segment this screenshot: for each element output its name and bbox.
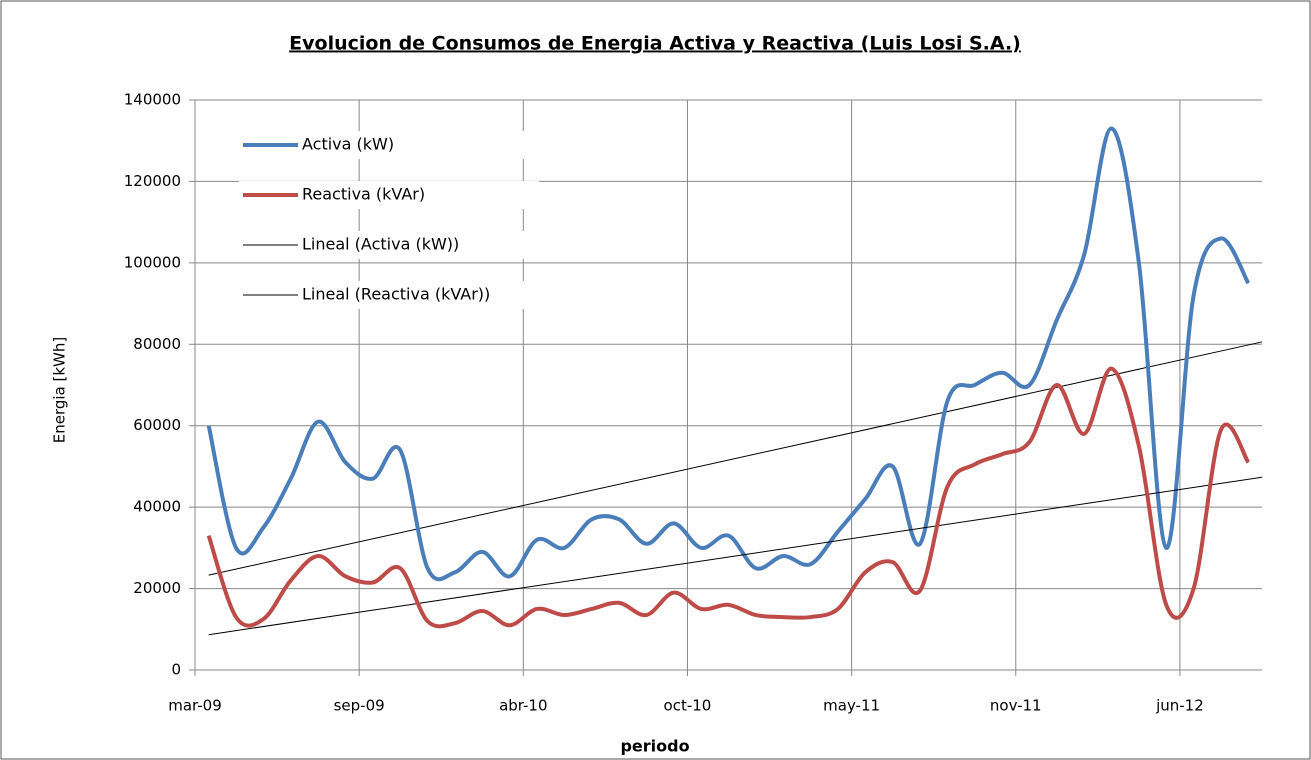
- x-tick-label: jun-12: [1155, 697, 1204, 715]
- y-tick-label: 100000: [124, 253, 181, 271]
- y-tick-label: 80000: [133, 335, 181, 353]
- legend-label: Lineal (Reactiva (kVAr)): [302, 285, 490, 304]
- chart-title: Evolucion de Consumos de Energia Activa …: [289, 33, 1021, 55]
- trend-line: [208, 341, 1263, 576]
- legend-label: Lineal (Activa (kW)): [302, 235, 459, 254]
- x-tick-label: sep-09: [334, 697, 385, 715]
- y-tick-label: 40000: [133, 498, 181, 516]
- y-tick-label: 20000: [133, 579, 181, 597]
- data-line: [206, 366, 1251, 629]
- y-tick-label: 120000: [124, 172, 181, 190]
- x-tick-label: nov-11: [990, 697, 1042, 715]
- trend-line: [208, 476, 1263, 636]
- y-axis-label: Energia [kWh]: [51, 337, 69, 444]
- legend-label: Reactiva (kVAr): [302, 185, 425, 204]
- y-tick-label: 140000: [124, 91, 181, 109]
- x-tick-label: oct-10: [664, 697, 712, 715]
- x-tick-label: abr-10: [499, 697, 547, 715]
- y-tick-label: 0: [171, 661, 181, 679]
- x-axis-label: periodo: [620, 737, 689, 756]
- x-tick-label: mar-09: [168, 697, 222, 715]
- data-line: [206, 126, 1251, 582]
- x-tick-label: may-11: [823, 697, 880, 715]
- y-tick-label: 60000: [133, 416, 181, 434]
- legend-label: Activa (kW): [302, 135, 394, 154]
